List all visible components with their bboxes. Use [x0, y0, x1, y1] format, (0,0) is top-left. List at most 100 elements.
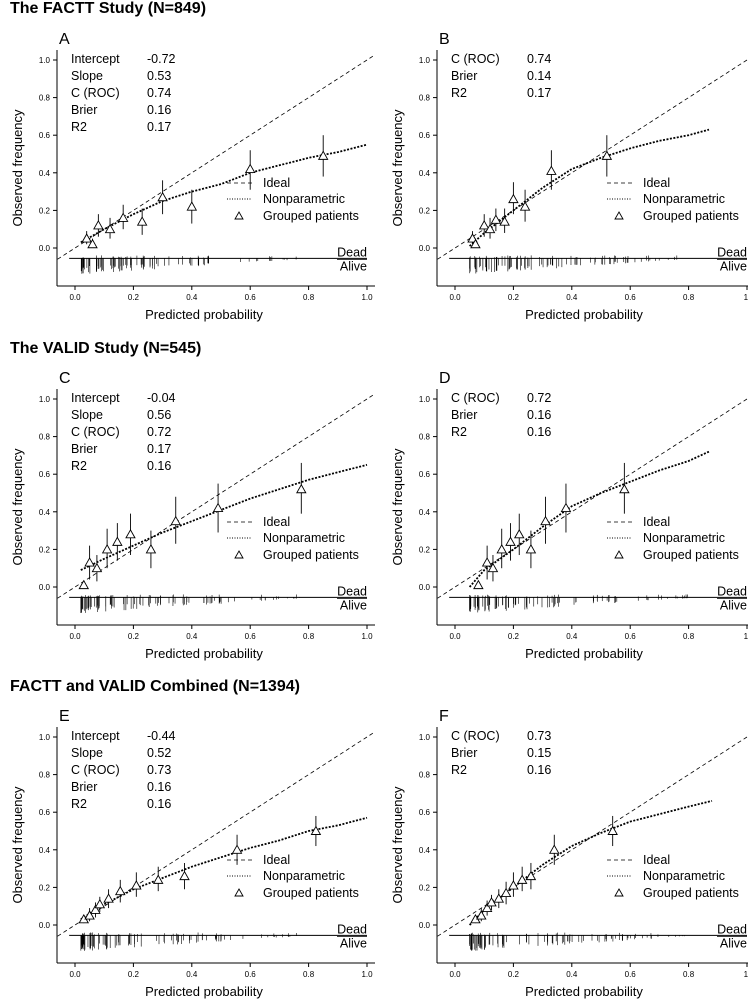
x-tick-label: 0.8 — [303, 970, 315, 979]
x-axis-label: Predicted probability — [525, 984, 643, 999]
grouped-point — [484, 223, 496, 234]
grouped-point — [317, 150, 329, 160]
y-tick-label: 0.4 — [39, 169, 51, 178]
grouped-point — [499, 216, 510, 226]
y-tick-label: 0.4 — [39, 846, 51, 855]
x-tick-label: 0.6 — [245, 970, 257, 979]
grouped-point — [525, 870, 537, 881]
x-tick-label: 0.8 — [683, 632, 695, 641]
stat-label: R2 — [71, 797, 87, 811]
x-tick-label: 0.6 — [625, 293, 637, 302]
legend-nonparametric-label: Nonparametric — [263, 192, 345, 206]
x-tick-label: 1.0 — [361, 632, 373, 641]
plot-area — [57, 54, 375, 274]
panel-f: 0.0 0.2 0.4 0.6 0.8 1.0 0.0 0.2 0.4 0.6 0.8 1. Predi… — [390, 708, 748, 999]
legend-grouped-label: Grouped patients — [263, 548, 359, 562]
stat-value: 0.74 — [147, 86, 171, 100]
grouped-point — [296, 483, 307, 494]
x-tick-label: 0.4 — [566, 293, 578, 302]
grouped-point — [186, 201, 198, 211]
y-tick-label: 1.0 — [419, 56, 431, 65]
y-tick-label: 1.0 — [419, 395, 431, 404]
grouped-point — [101, 543, 113, 554]
y-tick-label: 0.0 — [419, 921, 431, 930]
legend-nonparametric-label: Nonparametric — [263, 531, 345, 545]
x-tick-label: 0.6 — [625, 632, 637, 641]
stat-value: 0.15 — [527, 746, 551, 760]
alive-label: Alive — [340, 936, 367, 950]
grouped-point — [231, 844, 243, 854]
grouped-point — [78, 579, 90, 590]
y-tick-label: 0.0 — [39, 583, 51, 592]
grouped-point — [90, 904, 101, 914]
x-axis-label: Predicted probability — [145, 646, 263, 661]
grouped-point — [152, 874, 164, 884]
x-tick-label: 0.0 — [69, 970, 81, 979]
legend-nonparametric-label: Nonparametric — [643, 531, 725, 545]
y-tick-label: 0.4 — [39, 508, 51, 517]
x-tick-label: 0.4 — [186, 970, 198, 979]
stat-value: 0.73 — [147, 763, 171, 777]
stat-value: 0.16 — [527, 425, 551, 439]
x-tick-label: 1.0 — [361, 970, 373, 979]
stat-label: Slope — [71, 746, 103, 760]
y-tick-label: 0.6 — [419, 470, 431, 479]
panel-e: 0.0 0.2 0.4 0.6 0.8 1.0 0.0 0.2 0.4 0.6 0.8 1.0 Pred… — [10, 708, 375, 999]
panel-letter: D — [439, 370, 451, 387]
y-tick-label: 0.2 — [39, 883, 51, 892]
stat-value: 0.16 — [147, 103, 171, 117]
x-tick-label: 0.2 — [508, 632, 520, 641]
stat-value: 0.73 — [527, 729, 551, 743]
stat-value: 0.14 — [527, 69, 551, 83]
stat-value: 0.72 — [527, 391, 551, 405]
y-tick-label: 0.2 — [419, 883, 431, 892]
legend-ideal-label: Ideal — [643, 176, 670, 190]
grouped-point — [125, 528, 136, 539]
grouped-point — [136, 216, 148, 226]
grouped-point — [481, 557, 493, 567]
x-tick-label: 0.6 — [245, 632, 257, 641]
y-tick-label: 0.6 — [39, 808, 51, 817]
plot-area — [437, 735, 748, 952]
dead-label: Dead — [717, 245, 747, 259]
grouped-point — [508, 880, 519, 890]
x-tick-label: 0.8 — [303, 293, 315, 302]
x-tick-label: 0.8 — [303, 632, 315, 641]
y-tick-label: 0.6 — [39, 131, 51, 140]
section-title-combined: FACTT and VALID Combined (N=1394) — [10, 678, 300, 695]
stat-value: 0.53 — [147, 69, 171, 83]
legend-grouped-label: Grouped patients — [263, 886, 359, 900]
dead-label: Dead — [337, 922, 367, 936]
grouped-point — [84, 910, 95, 920]
y-tick-label: 0.2 — [419, 545, 431, 554]
x-tick-label: 0.2 — [128, 970, 140, 979]
y-tick-label: 0.6 — [39, 470, 51, 479]
grouped-point — [496, 543, 507, 554]
x-tick-label: 0.4 — [566, 970, 578, 979]
dead-label: Dead — [717, 922, 747, 936]
legend-grouped-label: Grouped patients — [643, 886, 739, 900]
x-axis-label: Predicted probability — [145, 307, 263, 322]
grouped-point — [84, 557, 95, 567]
x-tick-label: 1. — [744, 970, 748, 979]
dead-label: Dead — [337, 584, 367, 598]
x-axis-label: Predicted probability — [525, 646, 643, 661]
ideal-line — [437, 58, 748, 261]
grouped-point — [505, 536, 516, 546]
y-tick-label: 0.8 — [419, 771, 431, 780]
grouped-point — [481, 902, 493, 913]
grouped-point — [607, 825, 618, 835]
x-tick-label: 0.0 — [449, 632, 461, 641]
grouped-point — [493, 893, 505, 903]
legend-grouped-swatch — [614, 550, 624, 559]
panel-letter: C — [59, 370, 71, 387]
y-tick-label: 1.0 — [39, 395, 51, 404]
x-tick-label: 0.8 — [683, 293, 695, 302]
x-tick-label: 0.6 — [625, 970, 637, 979]
x-tick-label: 0.2 — [128, 293, 140, 302]
y-tick-label: 0.4 — [419, 169, 431, 178]
grouped-point — [310, 825, 322, 835]
grouped-point — [513, 528, 525, 539]
stat-value: -0.04 — [147, 391, 176, 405]
y-tick-label: 0.4 — [419, 508, 431, 517]
